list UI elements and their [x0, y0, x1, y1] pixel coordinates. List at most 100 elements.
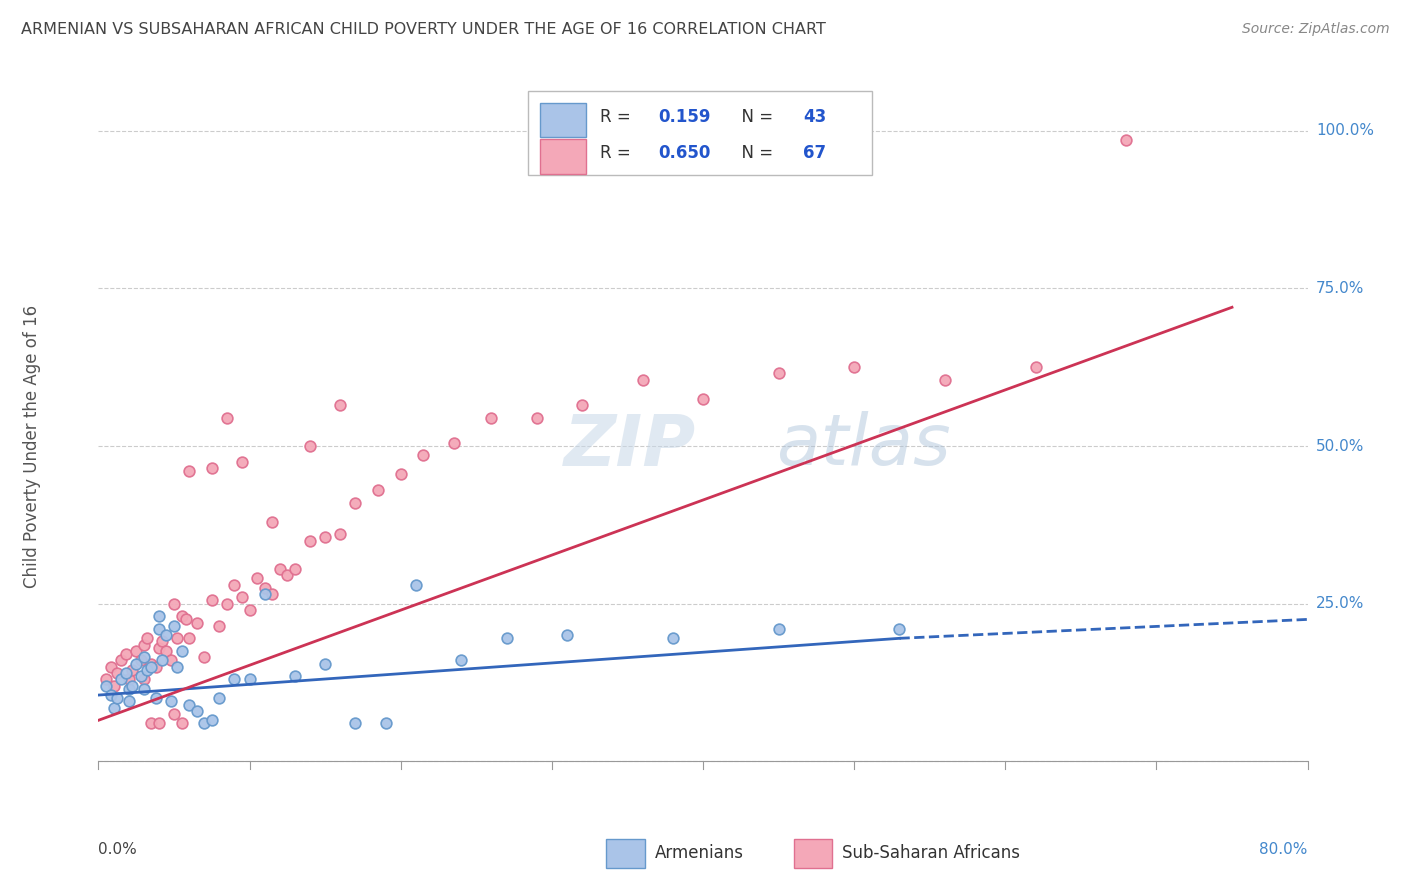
Point: [661, 632, 683, 646]
Point: [100, 688, 122, 702]
Point: [125, 657, 148, 671]
Point: [276, 568, 298, 582]
Point: [129, 653, 152, 667]
Point: [299, 439, 322, 453]
Point: [208, 691, 231, 706]
Point: [231, 591, 253, 605]
Point: [631, 373, 654, 387]
Point: [208, 618, 231, 632]
Point: [299, 533, 322, 548]
Point: [129, 669, 152, 683]
FancyBboxPatch shape: [793, 838, 832, 868]
Point: [163, 706, 186, 721]
Text: 25.0%: 25.0%: [1316, 596, 1364, 611]
Point: [118, 673, 141, 687]
Point: [155, 628, 177, 642]
Point: [253, 581, 276, 595]
Point: [443, 435, 465, 450]
Point: [94, 673, 117, 687]
Point: [495, 632, 517, 646]
Point: [193, 716, 215, 731]
Point: [132, 673, 155, 687]
Point: [314, 530, 336, 544]
Point: [253, 587, 276, 601]
FancyBboxPatch shape: [540, 103, 586, 137]
Point: [215, 597, 238, 611]
Point: [374, 716, 396, 731]
Text: N =: N =: [731, 108, 778, 126]
Point: [148, 622, 170, 636]
Text: 100.0%: 100.0%: [1316, 123, 1374, 138]
Point: [201, 593, 224, 607]
Point: [768, 622, 790, 636]
Text: 75.0%: 75.0%: [1316, 281, 1364, 296]
Point: [367, 483, 389, 497]
Point: [163, 618, 186, 632]
Point: [177, 464, 201, 478]
Point: [284, 669, 307, 683]
Text: Source: ZipAtlas.com: Source: ZipAtlas.com: [1241, 22, 1389, 37]
Point: [314, 657, 336, 671]
Point: [132, 638, 155, 652]
Point: [141, 659, 163, 673]
Text: 80.0%: 80.0%: [1260, 842, 1308, 857]
Text: 0.650: 0.650: [658, 145, 710, 162]
Point: [148, 609, 170, 624]
Point: [145, 691, 167, 706]
Point: [344, 716, 367, 731]
Point: [121, 663, 143, 677]
Point: [155, 644, 177, 658]
Point: [934, 373, 956, 387]
Point: [132, 650, 155, 665]
Point: [215, 410, 238, 425]
Point: [329, 398, 352, 412]
Text: 0.159: 0.159: [658, 108, 711, 126]
Point: [105, 691, 128, 706]
Point: [125, 644, 148, 658]
Point: [246, 571, 269, 585]
Point: [844, 360, 866, 375]
Point: [224, 673, 246, 687]
Point: [177, 632, 201, 646]
Point: [262, 587, 284, 601]
Point: [170, 716, 193, 731]
Point: [135, 632, 157, 646]
FancyBboxPatch shape: [606, 838, 645, 868]
Point: [405, 578, 427, 592]
Point: [94, 679, 117, 693]
Point: [526, 410, 548, 425]
Point: [148, 640, 170, 655]
Point: [148, 716, 170, 731]
Point: [231, 455, 253, 469]
Point: [329, 527, 352, 541]
Point: [135, 663, 157, 677]
Point: [163, 597, 186, 611]
Text: Child Poverty Under the Age of 16: Child Poverty Under the Age of 16: [22, 304, 41, 588]
Point: [201, 714, 224, 728]
Point: [186, 704, 208, 718]
Point: [118, 681, 141, 696]
Point: [412, 449, 434, 463]
Point: [224, 578, 246, 592]
Point: [692, 392, 714, 406]
Point: [166, 659, 188, 673]
Point: [201, 461, 224, 475]
Point: [170, 609, 193, 624]
FancyBboxPatch shape: [540, 139, 586, 174]
Point: [174, 612, 197, 626]
Text: 0.0%: 0.0%: [98, 842, 138, 857]
Point: [121, 679, 143, 693]
FancyBboxPatch shape: [527, 91, 872, 176]
Point: [555, 628, 578, 642]
Point: [103, 679, 125, 693]
Point: [105, 665, 128, 680]
Text: R =: R =: [600, 108, 637, 126]
Point: [344, 496, 367, 510]
Text: ARMENIAN VS SUBSAHARAN AFRICAN CHILD POVERTY UNDER THE AGE OF 16 CORRELATION CHA: ARMENIAN VS SUBSAHARAN AFRICAN CHILD POV…: [21, 22, 825, 37]
Point: [166, 632, 188, 646]
Text: 50.0%: 50.0%: [1316, 439, 1364, 453]
Text: 67: 67: [803, 145, 827, 162]
Text: R =: R =: [600, 145, 637, 162]
Point: [571, 398, 593, 412]
Point: [177, 698, 201, 712]
